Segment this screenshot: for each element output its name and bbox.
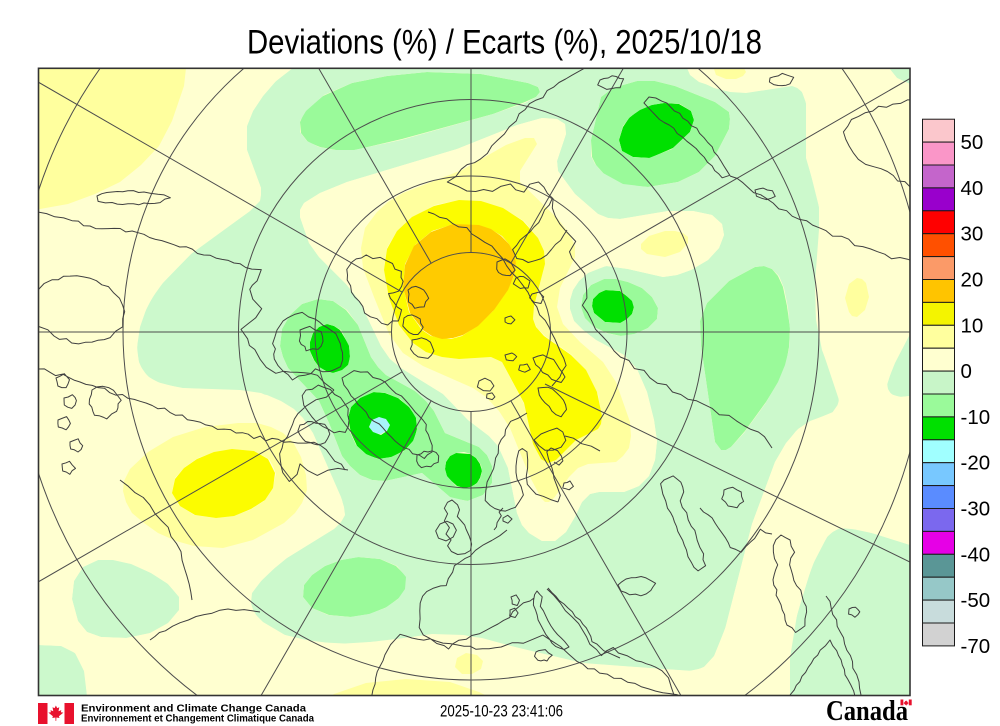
svg-text:20: 20 (961, 269, 984, 292)
svg-text:-20: -20 (961, 452, 991, 475)
svg-text:10: 10 (961, 314, 984, 337)
svg-text:Environnement et Changement Cl: Environnement et Changement Climatique C… (81, 714, 314, 725)
svg-text:Canada: Canada (826, 695, 908, 726)
svg-text:-10: -10 (961, 406, 991, 429)
svg-text:-70: -70 (961, 635, 991, 658)
svg-text:-40: -40 (961, 543, 991, 566)
svg-text:50: 50 (961, 131, 984, 154)
svg-text:Deviations (%) / Ecarts (%), 2: Deviations (%) / Ecarts (%), 2025/10/18 (247, 24, 762, 62)
svg-text:40: 40 (961, 177, 984, 200)
svg-text:-30: -30 (961, 498, 991, 521)
svg-text:0: 0 (961, 360, 972, 383)
svg-text:2025-10-23 23:41:06: 2025-10-23 23:41:06 (440, 703, 563, 721)
svg-text:-50: -50 (961, 589, 991, 612)
svg-text:Environment and Climate Change: Environment and Climate Change Canada (81, 703, 306, 714)
svg-text:30: 30 (961, 223, 984, 246)
